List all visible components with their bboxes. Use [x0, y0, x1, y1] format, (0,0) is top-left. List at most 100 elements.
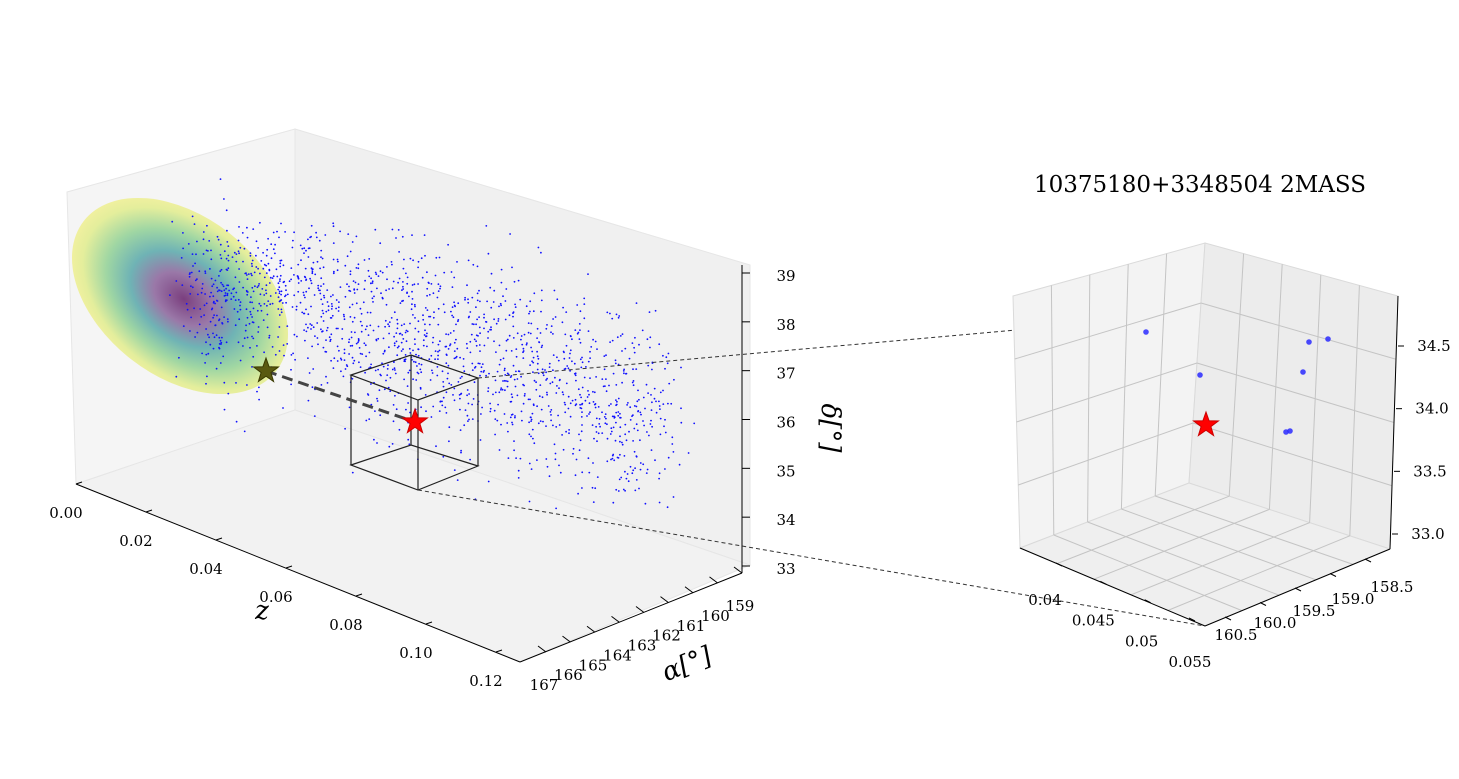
data-point [335, 299, 338, 301]
data-point [406, 282, 409, 285]
data-point [478, 289, 480, 292]
data-point [370, 282, 372, 285]
data-point [344, 368, 347, 370]
data-point [487, 387, 490, 389]
data-point [530, 435, 532, 438]
data-point [209, 295, 211, 298]
data-point [272, 231, 275, 234]
data-point [213, 300, 215, 303]
data-point [492, 393, 494, 396]
data-point [275, 268, 278, 271]
data-point [634, 489, 637, 492]
data-point [251, 265, 254, 267]
data-point [286, 325, 289, 327]
data-point [357, 283, 360, 285]
data-point [305, 279, 307, 281]
data-point [500, 387, 503, 389]
data-point [512, 312, 514, 314]
data-point [579, 358, 582, 361]
data-point [413, 338, 416, 341]
target-star-marker [401, 407, 429, 434]
data-point [633, 351, 636, 354]
data-point [342, 375, 345, 378]
data-point [588, 393, 590, 396]
data-point [364, 279, 366, 282]
data-point [635, 455, 638, 457]
data-point [522, 351, 524, 354]
data-point [246, 291, 249, 293]
data-point [602, 385, 605, 388]
data-point [528, 421, 530, 424]
data-point [204, 293, 207, 295]
data-point [340, 370, 342, 373]
data-point [382, 365, 385, 368]
data-point [239, 301, 242, 303]
data-point [346, 255, 349, 258]
alpha-tick-mark [537, 645, 547, 653]
data-point [242, 345, 244, 347]
data-point [410, 308, 413, 311]
data-point [224, 299, 227, 302]
data-point [459, 393, 462, 395]
data-point [278, 290, 281, 293]
data-point [453, 341, 456, 344]
data-point [398, 251, 400, 253]
data-point [311, 272, 314, 275]
data-point [260, 260, 263, 262]
data-point [239, 304, 241, 307]
data-point [445, 412, 448, 414]
z-tick-label: 0.12 [469, 672, 502, 690]
data-point [294, 358, 296, 361]
data-point [500, 388, 502, 391]
data-point [277, 282, 280, 285]
data-point [622, 370, 625, 372]
data-point [443, 271, 446, 274]
data-point [228, 289, 231, 292]
data-point [493, 409, 496, 412]
data-point [220, 281, 223, 284]
zoom-delta-tick-label: 33.5 [1413, 462, 1446, 480]
data-point [626, 473, 629, 475]
data-point [349, 316, 352, 318]
data-point [357, 267, 360, 270]
data-point [282, 281, 285, 284]
data-point [351, 344, 354, 347]
data-point [619, 412, 621, 415]
data-point [632, 469, 635, 472]
data-point [505, 339, 508, 342]
data-point [581, 403, 583, 406]
data-point [596, 348, 598, 350]
data-point [538, 395, 541, 398]
data-point [610, 427, 613, 430]
data-point [466, 347, 469, 349]
data-point [200, 291, 203, 294]
data-point [530, 416, 532, 419]
data-point [336, 258, 339, 261]
data-point [575, 458, 578, 461]
data-point [433, 311, 435, 314]
data-point [230, 292, 233, 295]
data-point [625, 372, 628, 375]
data-point [395, 340, 398, 343]
data-point [268, 334, 271, 337]
data-point [554, 452, 557, 455]
data-point [561, 321, 564, 324]
data-point [459, 408, 461, 411]
data-point [507, 430, 509, 433]
alpha-tick-label: 166 [554, 666, 583, 684]
data-point [605, 417, 607, 420]
data-point [343, 318, 346, 321]
data-point [200, 315, 203, 318]
data-point [520, 410, 523, 413]
data-point [245, 289, 248, 292]
data-point [529, 332, 532, 335]
data-point [290, 368, 292, 371]
data-point [285, 289, 287, 292]
data-point [300, 259, 302, 262]
data-point [431, 369, 433, 372]
grid-line [1121, 508, 1317, 581]
data-point [457, 302, 460, 305]
data-point [658, 477, 660, 480]
data-point [357, 263, 360, 266]
data-point [579, 393, 581, 396]
